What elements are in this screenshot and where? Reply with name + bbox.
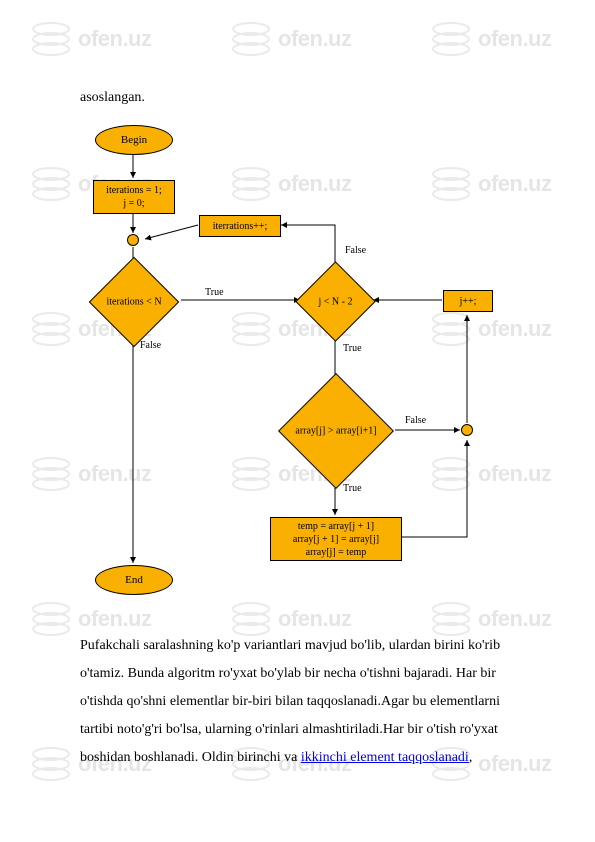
lbl-false-1: False	[140, 340, 161, 351]
watermark: ofen.uz	[430, 20, 552, 58]
body-paragraph: Pufakchali saralashning ko'p variantlari…	[80, 632, 520, 772]
page: ofen.uz ofen.uz ofen.uz ofen.uz ofen.uz …	[0, 0, 595, 842]
junction-2	[461, 424, 473, 436]
watermark: ofen.uz	[30, 20, 152, 58]
watermark: ofen.uz	[230, 20, 352, 58]
lbl-true-3: True	[343, 483, 362, 494]
body-link[interactable]: ikkinchi element taqqoslanadi	[301, 750, 469, 765]
end-label: End	[125, 574, 143, 586]
cond1-label: iterations < N	[106, 297, 161, 308]
body-pre: Pufakchali saralashning ko'p variantlari…	[80, 638, 500, 765]
flow-init: iterations = 1; j = 0;	[93, 180, 175, 214]
lbl-true-2: True	[343, 343, 362, 354]
junction-1	[127, 234, 139, 246]
lbl-false-3: False	[405, 415, 426, 426]
lbl-true-1: True	[205, 287, 224, 298]
flow-inc-iter: iterrations++;	[199, 215, 281, 237]
lbl-false-2: False	[345, 245, 366, 256]
begin-label: Begin	[121, 134, 147, 146]
top-line: asoslangan.	[80, 90, 145, 106]
flow-begin: Begin	[95, 125, 173, 155]
watermark-text: ofen.uz	[78, 26, 152, 52]
cond2-label: j < N - 2	[319, 296, 353, 307]
flow-inc-j: j++;	[443, 290, 493, 312]
body-post: ,	[469, 750, 473, 765]
flow-end: End	[95, 565, 173, 595]
cond3-label: array[j] > array[i+1]	[295, 426, 376, 437]
flow-swap: temp = array[j + 1] array[j + 1] = array…	[270, 517, 402, 561]
flowchart: Begin iterations = 1; j = 0; iterrations…	[85, 115, 525, 615]
